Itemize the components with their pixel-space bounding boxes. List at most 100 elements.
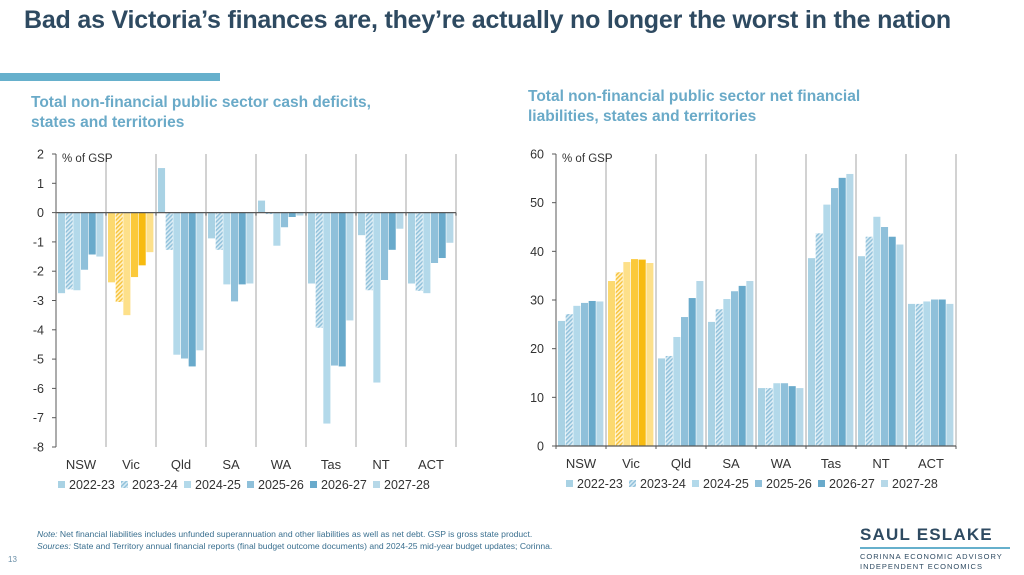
x-category-label: SA	[222, 457, 240, 472]
bar-nt-2024-25	[373, 212, 381, 383]
sources-text: State and Territory annual financial rep…	[70, 541, 553, 551]
chart-left-title: Total non-financial public sector cash d…	[31, 94, 371, 131]
bar-vic-2027-28	[646, 263, 654, 446]
y-tick-label: -1	[33, 235, 44, 249]
bar-vic-2025-26	[631, 259, 639, 446]
slide-title: Bad as Victoria’s finances are, they’re …	[24, 6, 951, 34]
bar-vic-2023-24	[615, 272, 623, 446]
legend-swatch-2027-28	[881, 480, 888, 487]
bar-tas-2022-23	[808, 258, 816, 446]
bar-act-2027-28	[446, 212, 454, 243]
x-category-label: NSW	[66, 457, 97, 472]
x-category-label: SA	[722, 456, 740, 471]
bar-nt-2025-26	[381, 212, 389, 280]
bar-nsw-2027-28	[596, 301, 604, 446]
bar-tas-2027-28	[346, 212, 354, 321]
bar-wa-2027-28	[296, 212, 304, 216]
page-number: 13	[8, 555, 17, 564]
bar-qld-2022-23	[158, 168, 166, 213]
x-category-label: Qld	[671, 456, 691, 471]
bar-wa-2026-27	[788, 386, 796, 446]
legend-label-2023-24: 2023-24	[640, 477, 686, 491]
bar-vic-2023-24	[115, 212, 123, 302]
bar-act-2025-26	[431, 212, 439, 263]
bar-nt-2026-27	[388, 212, 396, 250]
bar-nt-2022-23	[358, 212, 366, 236]
y-tick-label: -7	[33, 411, 44, 425]
company-logo: SAUL ESLAKE CORINNA ECONOMIC ADVISORY IN…	[860, 525, 1010, 572]
bar-tas-2023-24	[815, 233, 823, 446]
bar-vic-2024-25	[123, 212, 131, 316]
bar-tas-2027-28	[846, 173, 854, 446]
y-unit-label: % of GSP	[562, 153, 613, 165]
bar-qld-2022-23	[658, 358, 666, 446]
bar-tas-2024-25	[323, 212, 331, 424]
bar-sa-2025-26	[731, 291, 739, 446]
x-category-label: Vic	[622, 456, 640, 471]
bar-nsw-2022-23	[558, 320, 566, 446]
chart-right-title: Total non-financial public sector net fi…	[528, 88, 861, 125]
bar-tas-2024-25	[823, 204, 831, 446]
bar-qld-2026-27	[188, 212, 196, 367]
legend-swatch-2024-25	[184, 481, 191, 488]
bar-qld-2025-26	[681, 317, 689, 446]
legend-swatch-2023-24	[629, 480, 636, 487]
bar-sa-2024-25	[223, 212, 231, 285]
bar-nt-2025-26	[881, 227, 889, 446]
bar-nt-2024-25	[873, 216, 881, 446]
bar-act-2023-24	[415, 212, 423, 291]
bar-vic-2022-23	[108, 212, 116, 283]
bar-wa-2023-24	[265, 212, 273, 215]
legend-label-2025-26: 2025-26	[766, 477, 812, 491]
bar-nsw-2027-28	[96, 212, 104, 257]
footer-notes: Note: Net financial liabilities includes…	[37, 528, 837, 552]
bar-tas-2023-24	[315, 212, 323, 328]
legend-label-2022-23: 2022-23	[69, 478, 115, 492]
bar-wa-2025-26	[781, 383, 789, 446]
bar-vic-2026-27	[138, 212, 146, 266]
bar-wa-2024-25	[773, 383, 781, 446]
y-tick-label: -5	[33, 353, 44, 367]
bar-wa-2024-25	[273, 212, 281, 246]
sources-line: Sources: State and Territory annual fina…	[37, 540, 837, 552]
note-text: Net financial liabilities includes unfun…	[57, 529, 533, 539]
legend-label-2023-24: 2023-24	[132, 478, 178, 492]
bar-wa-2022-23	[258, 200, 266, 213]
y-unit-label: % of GSP	[62, 153, 113, 165]
bar-sa-2022-23	[208, 212, 216, 239]
bar-tas-2025-26	[331, 212, 339, 366]
bar-nt-2026-27	[888, 236, 896, 446]
title-accent-bar	[0, 73, 220, 81]
bar-nt-2023-24	[365, 212, 373, 291]
bar-qld-2024-25	[173, 212, 181, 355]
bar-act-2024-25	[923, 301, 931, 446]
legend-swatch-2026-27	[818, 480, 825, 487]
y-tick-label: 20	[530, 342, 544, 356]
bar-sa-2023-24	[215, 212, 223, 250]
x-category-label: Vic	[122, 457, 140, 472]
bar-nsw-2026-27	[88, 212, 96, 255]
bar-vic-2025-26	[131, 212, 139, 278]
bar-nsw-2025-26	[81, 212, 89, 270]
bar-nt-2023-24	[865, 236, 873, 446]
bar-qld-2024-25	[673, 336, 681, 446]
bar-vic-2026-27	[638, 259, 646, 446]
x-category-label: Qld	[171, 457, 191, 472]
bar-act-2024-25	[423, 212, 431, 294]
y-tick-label: 40	[530, 245, 544, 259]
bar-sa-2024-25	[723, 299, 731, 446]
y-tick-label: 60	[530, 148, 544, 162]
legend-swatch-2023-24	[121, 481, 128, 488]
logo-divider	[860, 547, 1010, 549]
y-tick-label: 10	[530, 391, 544, 405]
bar-tas-2026-27	[838, 177, 846, 446]
bar-qld-2023-24	[165, 212, 173, 250]
bar-sa-2022-23	[708, 321, 716, 446]
bar-act-2023-24	[915, 303, 923, 446]
y-tick-label: 0	[537, 440, 544, 454]
legend-swatch-2022-23	[58, 481, 65, 488]
y-tick-label: 30	[530, 294, 544, 308]
legend-swatch-2024-25	[692, 480, 699, 487]
bar-vic-2022-23	[608, 281, 616, 446]
bar-tas-2025-26	[831, 188, 839, 447]
